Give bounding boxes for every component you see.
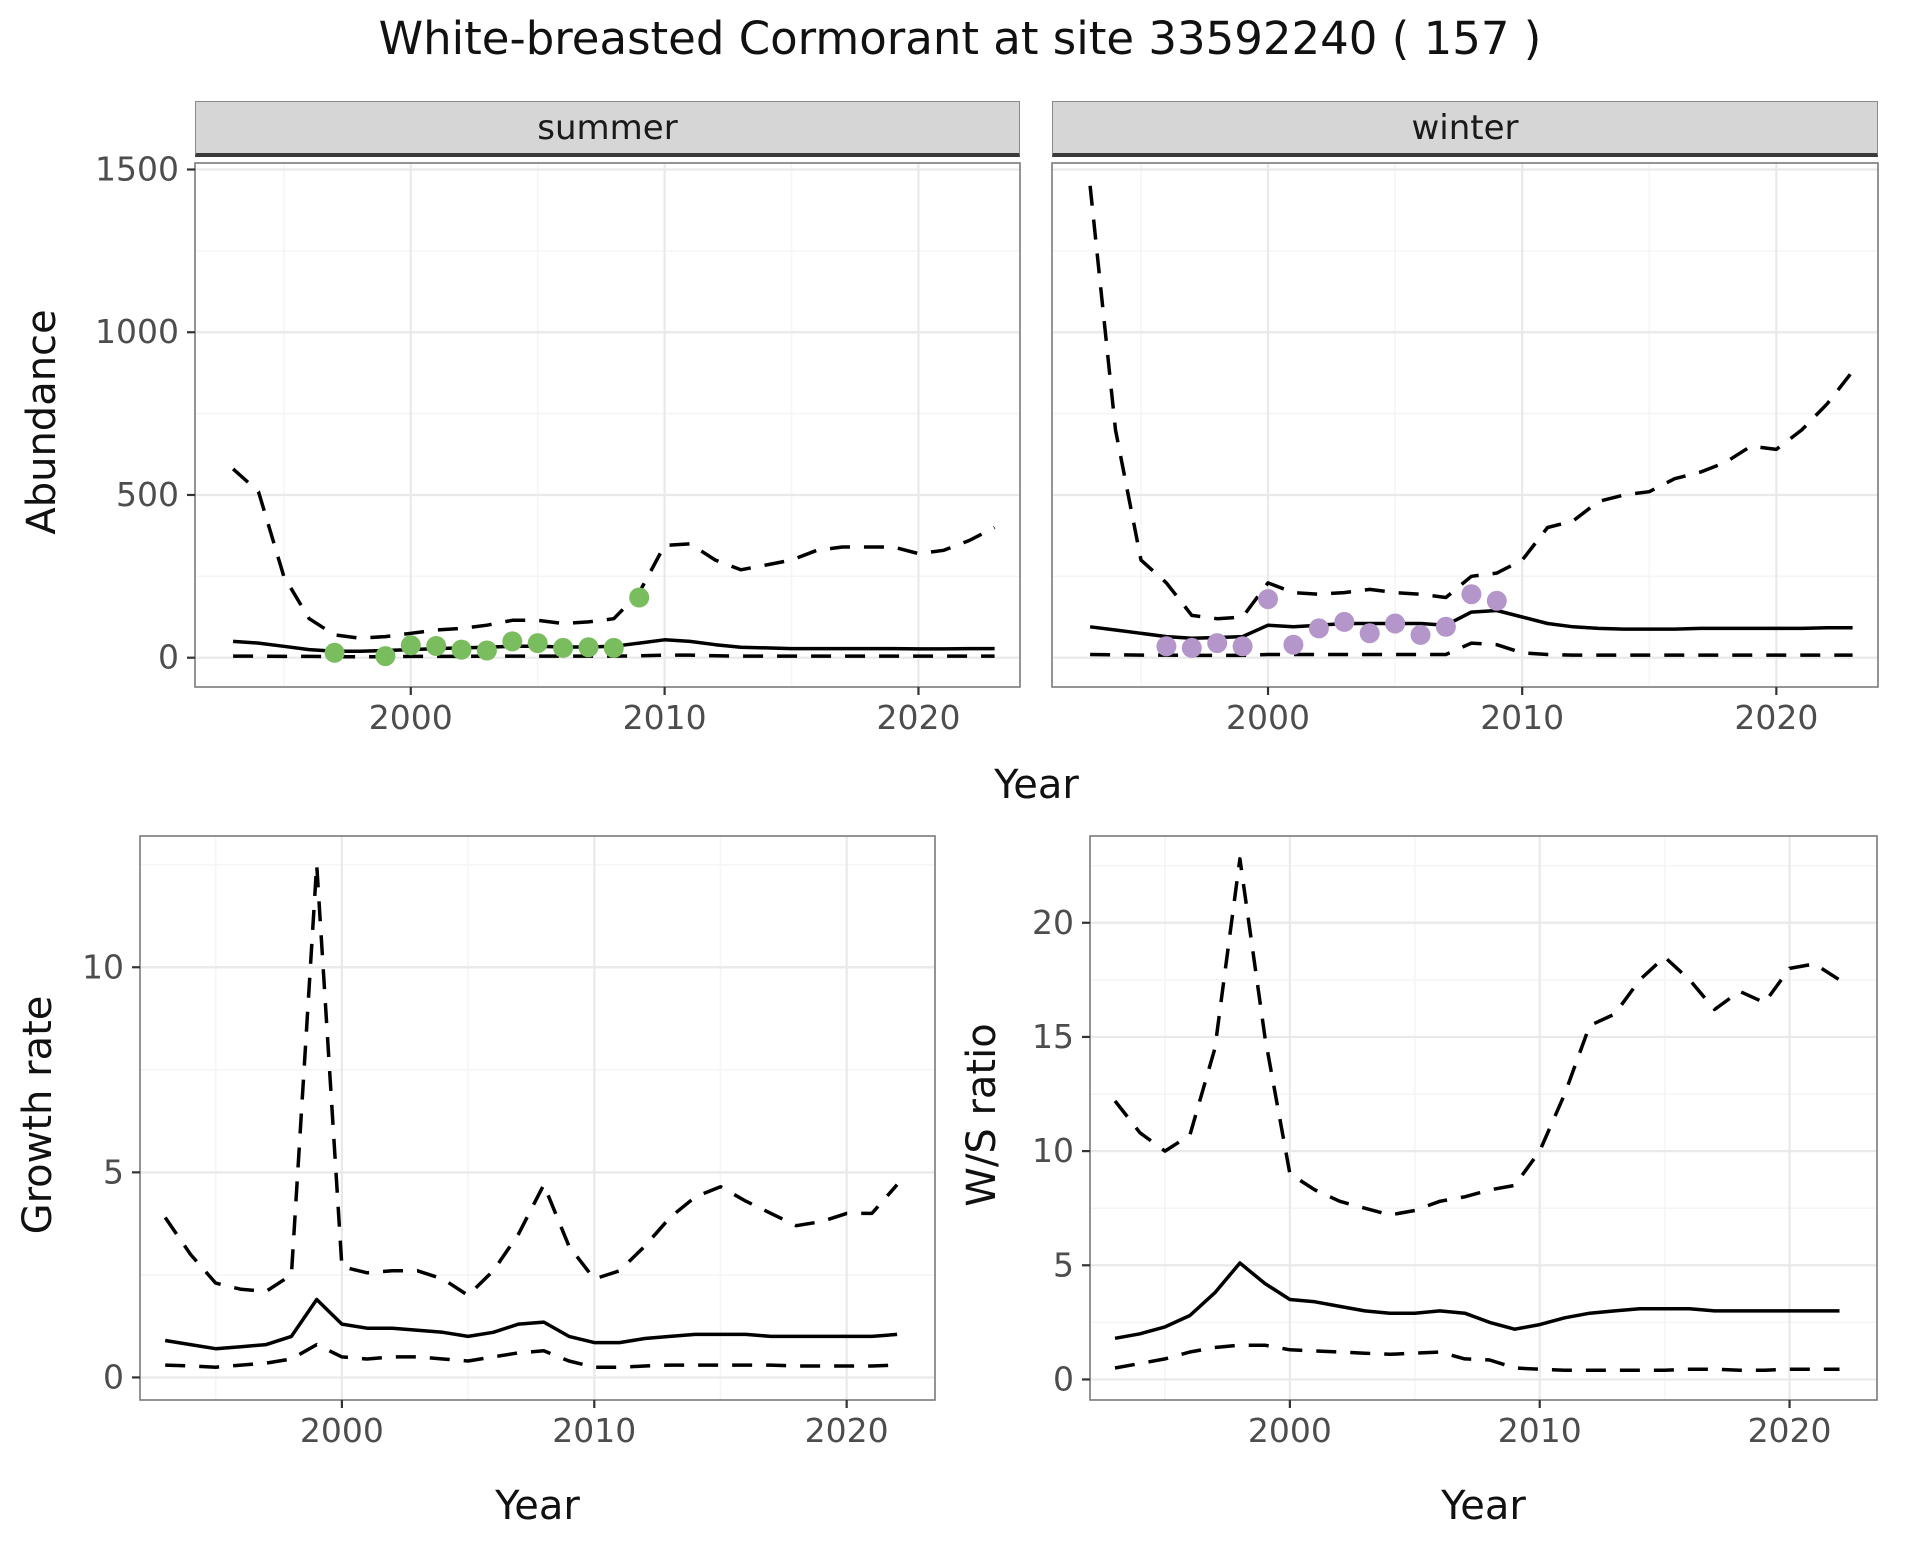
x-axis-label-ws-ratio: Year [1441, 1483, 1526, 1529]
chart-title: White-breasted Cormorant at site 3359224… [378, 12, 1542, 65]
facet-strip-summer: summer [195, 101, 1020, 157]
svg-text:20: 20 [1032, 903, 1074, 942]
svg-text:2010: 2010 [623, 698, 707, 737]
y-tick-labels: 0 5 10 [82, 947, 124, 1396]
grid-minor [1052, 163, 1878, 687]
axis-ticks [1082, 921, 1791, 1408]
ws-ratio-plot: 2000 2010 2020 0 5 10 15 20 [1032, 835, 1878, 1450]
growth-rate-plot: 2000 2010 2020 0 5 10 [82, 835, 936, 1450]
facet-label-winter: winter [1411, 107, 1519, 148]
svg-text:10: 10 [1032, 1131, 1074, 1170]
axis-ticks [1266, 687, 1778, 695]
svg-text:2020: 2020 [876, 698, 960, 737]
panel-background [195, 163, 1020, 687]
x-tick-labels: 2000 2010 2020 [1226, 698, 1818, 737]
svg-text:1000: 1000 [95, 312, 179, 351]
panel-border [139, 835, 936, 1401]
x-axis-label-growth-rate: Year [495, 1483, 580, 1529]
grid-minor [140, 836, 935, 1400]
svg-text:15: 15 [1032, 1017, 1074, 1056]
x-tick-labels: 2000 2010 2020 [300, 1411, 889, 1450]
y-tick-labels: 0 5 10 15 20 [1032, 903, 1074, 1399]
svg-text:2000: 2000 [1248, 1411, 1332, 1450]
svg-text:2010: 2010 [1480, 698, 1564, 737]
panel-border [1051, 162, 1879, 688]
series-median [164, 1297, 898, 1351]
series-upper-credible [1113, 857, 1841, 1217]
series-upper-credible [231, 467, 996, 640]
grid-major [1052, 163, 1878, 687]
grid-minor [195, 163, 1020, 687]
series-lower-credible [1090, 641, 1853, 658]
x-tick-labels: 2000 2010 2020 [1248, 1411, 1832, 1450]
x-axis-label-abundance: Year [994, 762, 1079, 808]
panel-border [194, 162, 1021, 688]
panel-border [1089, 835, 1878, 1401]
svg-text:5: 5 [103, 1152, 124, 1191]
grid-major [140, 836, 935, 1400]
series-upper-credible [163, 862, 899, 1298]
series-median [1114, 1261, 1840, 1341]
grid-major [1090, 836, 1877, 1400]
svg-text:2020: 2020 [1748, 1411, 1832, 1450]
observed-counts [1156, 584, 1507, 658]
svg-text:500: 500 [116, 475, 179, 514]
x-tick-labels: 2000 2010 2020 [369, 698, 961, 737]
panel-background [140, 836, 935, 1400]
series-lower-credible [165, 1342, 898, 1369]
y-axis-label-growth-rate: Growth rate [15, 995, 61, 1235]
axis-ticks [132, 966, 848, 1408]
y-axis-label-ws-ratio: W/S ratio [959, 1023, 1005, 1207]
svg-text:0: 0 [1053, 1359, 1074, 1398]
series-upper-credible [1088, 185, 1854, 621]
svg-text:1500: 1500 [95, 150, 179, 189]
axis-ticks [187, 168, 920, 695]
facet-strip-winter: winter [1052, 101, 1878, 157]
grid-minor [1090, 836, 1877, 1400]
svg-text:10: 10 [82, 947, 124, 986]
svg-text:2020: 2020 [805, 1411, 889, 1450]
svg-text:5: 5 [1053, 1245, 1074, 1284]
panel-background [1052, 163, 1878, 687]
y-axis-label-abundance: Abundance [19, 309, 65, 535]
abundance-summer-plot: 2000 2010 2020 0 500 1000 1500 [95, 150, 1021, 737]
svg-text:0: 0 [158, 638, 179, 677]
panel-background [1090, 836, 1877, 1400]
svg-text:2020: 2020 [1734, 698, 1818, 737]
svg-text:2010: 2010 [552, 1411, 636, 1450]
facet-label-summer: summer [537, 107, 678, 148]
svg-text:2010: 2010 [1498, 1411, 1582, 1450]
y-tick-labels: 0 500 1000 1500 [95, 150, 179, 677]
abundance-winter-plot: 2000 2010 2020 [1051, 162, 1879, 737]
svg-text:2000: 2000 [369, 698, 453, 737]
svg-text:0: 0 [103, 1357, 124, 1396]
svg-text:2000: 2000 [1226, 698, 1310, 737]
observed-counts [324, 587, 650, 667]
svg-text:2000: 2000 [300, 1411, 384, 1450]
